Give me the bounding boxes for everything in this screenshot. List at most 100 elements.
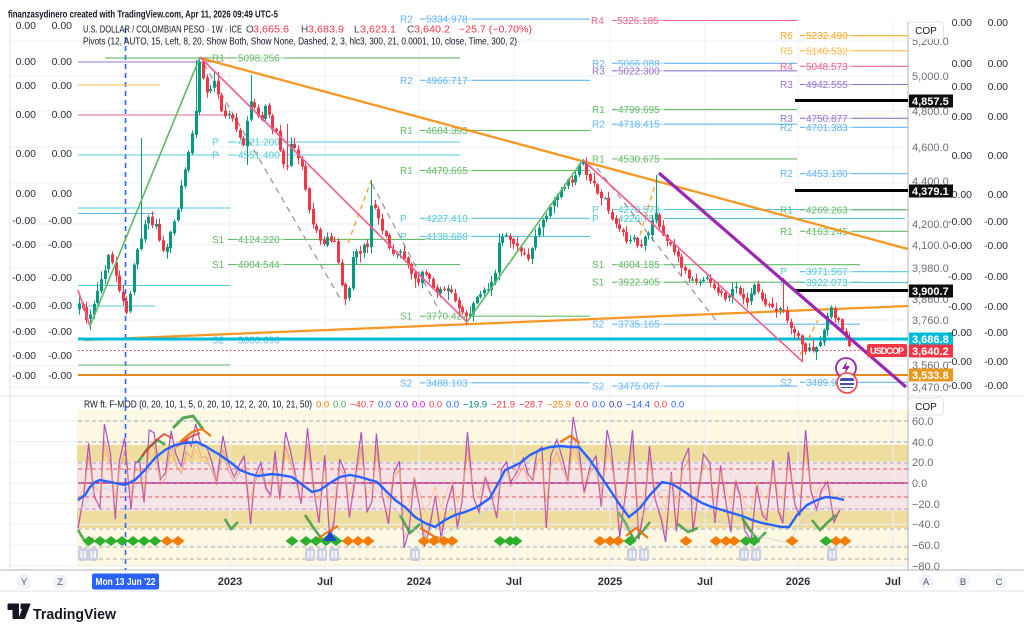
svg-text:3,533.8: 3,533.8: [912, 370, 949, 382]
svg-text:S1: S1: [592, 260, 605, 271]
svg-text:3,665.6: 3,665.6: [253, 25, 289, 36]
svg-text:−80.0: −80.0: [912, 561, 940, 573]
svg-text:-0.00: -0.00: [48, 300, 72, 312]
svg-text:-0.00: -0.00: [48, 350, 72, 362]
svg-text:-0.00: -0.00: [984, 356, 1008, 368]
svg-text:0.0: 0.0: [671, 400, 684, 411]
svg-text:0.00: 0.00: [16, 148, 37, 160]
svg-text:-0.00: -0.00: [48, 239, 72, 251]
svg-text:-0.00: -0.00: [48, 272, 72, 284]
svg-text:0.00: 0.00: [988, 150, 1009, 162]
svg-text:R1: R1: [780, 205, 793, 216]
svg-text:4799.695: 4799.695: [618, 105, 660, 116]
svg-text:4718.415: 4718.415: [618, 120, 660, 131]
svg-text:0.00: 0.00: [52, 56, 73, 68]
svg-text:B: B: [960, 577, 966, 588]
svg-text:L: L: [354, 25, 360, 36]
svg-text:4453.180: 4453.180: [806, 169, 848, 180]
svg-text:0.00: 0.00: [52, 148, 73, 160]
svg-text:4227.410: 4227.410: [426, 214, 468, 225]
svg-text:S1: S1: [400, 312, 413, 323]
svg-text:-0.00: -0.00: [948, 327, 972, 339]
svg-text:4684.393: 4684.393: [426, 126, 468, 137]
svg-text:R2: R2: [592, 59, 605, 70]
svg-text:S1: S1: [212, 235, 225, 246]
svg-text:S1: S1: [592, 278, 605, 289]
svg-text:−21.9: −21.9: [491, 400, 515, 411]
svg-text:4226.751: 4226.751: [618, 214, 660, 225]
svg-text:0.00: 0.00: [952, 150, 973, 162]
svg-text:5098.256: 5098.256: [238, 53, 280, 64]
svg-text:P: P: [592, 205, 599, 216]
svg-text:0.00: 0.00: [52, 188, 73, 200]
svg-text:-0.00: -0.00: [48, 215, 72, 227]
svg-text:R1: R1: [780, 227, 793, 238]
svg-text:-0.00: -0.00: [12, 350, 36, 362]
svg-text:R3: R3: [780, 114, 793, 125]
svg-text:3735.165: 3735.165: [618, 320, 660, 331]
svg-text:3475.067: 3475.067: [618, 382, 660, 393]
svg-text:3,623.1: 3,623.1: [360, 25, 396, 36]
svg-text:40.0: 40.0: [912, 437, 933, 449]
svg-text:20.0: 20.0: [912, 457, 933, 469]
svg-text:Z: Z: [57, 577, 63, 588]
svg-text:-0.00: -0.00: [984, 327, 1008, 339]
svg-text:-0.00: -0.00: [948, 240, 972, 252]
svg-text:3922.905: 3922.905: [618, 278, 660, 289]
svg-text:S2: S2: [592, 382, 605, 393]
svg-text:0.0: 0.0: [316, 400, 329, 411]
svg-text:3971.567: 3971.567: [806, 267, 848, 278]
svg-text:5,000.0: 5,000.0: [912, 71, 949, 83]
svg-text:R1: R1: [212, 53, 225, 64]
svg-text:−40.0: −40.0: [912, 519, 940, 531]
svg-text:0.00: 0.00: [52, 20, 73, 32]
svg-text:-0.00: -0.00: [12, 300, 36, 312]
svg-text:-0.00: -0.00: [948, 301, 972, 313]
svg-text:−60.0: −60.0: [912, 540, 940, 552]
svg-text:4966.717: 4966.717: [426, 76, 468, 87]
svg-text:4,200.0: 4,200.0: [912, 219, 949, 231]
svg-text:A: A: [923, 577, 930, 588]
svg-text:4,600.0: 4,600.0: [912, 142, 949, 154]
svg-text:4,379.1: 4,379.1: [912, 186, 949, 198]
svg-text:R1: R1: [592, 105, 605, 116]
svg-text:4004.544: 4004.544: [238, 260, 280, 271]
svg-text:-0.00: -0.00: [948, 271, 972, 283]
svg-text:-0.00: -0.00: [12, 370, 36, 382]
svg-text:-0.00: -0.00: [12, 215, 36, 227]
svg-text:3,980.0: 3,980.0: [912, 263, 949, 275]
svg-text:3,900.7: 3,900.7: [912, 286, 949, 298]
svg-text:-0.00: -0.00: [948, 356, 972, 368]
svg-text:0.00: 0.00: [952, 17, 973, 29]
svg-text:P: P: [212, 138, 219, 149]
svg-text:0.0: 0.0: [654, 400, 667, 411]
svg-text:−19.9: −19.9: [463, 400, 487, 411]
svg-text:4,857.5: 4,857.5: [912, 96, 949, 108]
svg-text:0.00: 0.00: [988, 189, 1009, 201]
svg-text:R4: R4: [591, 16, 604, 27]
svg-text:5022.300: 5022.300: [618, 66, 660, 77]
svg-text:R3: R3: [592, 66, 605, 77]
svg-text:-0.00: -0.00: [12, 239, 36, 251]
svg-text:-0.00: -0.00: [984, 380, 1008, 392]
svg-text:4138.688: 4138.688: [426, 232, 468, 243]
svg-text:C: C: [996, 577, 1003, 588]
svg-text:R1: R1: [400, 166, 413, 177]
svg-text:S2: S2: [400, 378, 413, 389]
svg-text:R3: R3: [780, 80, 793, 91]
svg-text:0.00: 0.00: [16, 188, 37, 200]
svg-text:3,760.0: 3,760.0: [912, 315, 949, 327]
svg-text:3,683.9: 3,683.9: [308, 25, 344, 36]
svg-text:O: O: [246, 25, 254, 36]
svg-text:C: C: [407, 25, 414, 36]
svg-text:R2: R2: [400, 76, 413, 87]
svg-text:R5: R5: [780, 46, 793, 57]
svg-text:0.00: 0.00: [952, 111, 973, 123]
svg-text:−28.7: −28.7: [519, 400, 543, 411]
svg-text:0.00: 0.00: [16, 20, 37, 32]
svg-text:4,100.0: 4,100.0: [912, 240, 949, 252]
svg-text:3,640.2: 3,640.2: [414, 25, 450, 36]
svg-text:5140.532: 5140.532: [806, 46, 848, 57]
svg-text:0.00: 0.00: [988, 81, 1009, 93]
svg-text:0.0: 0.0: [395, 400, 408, 411]
